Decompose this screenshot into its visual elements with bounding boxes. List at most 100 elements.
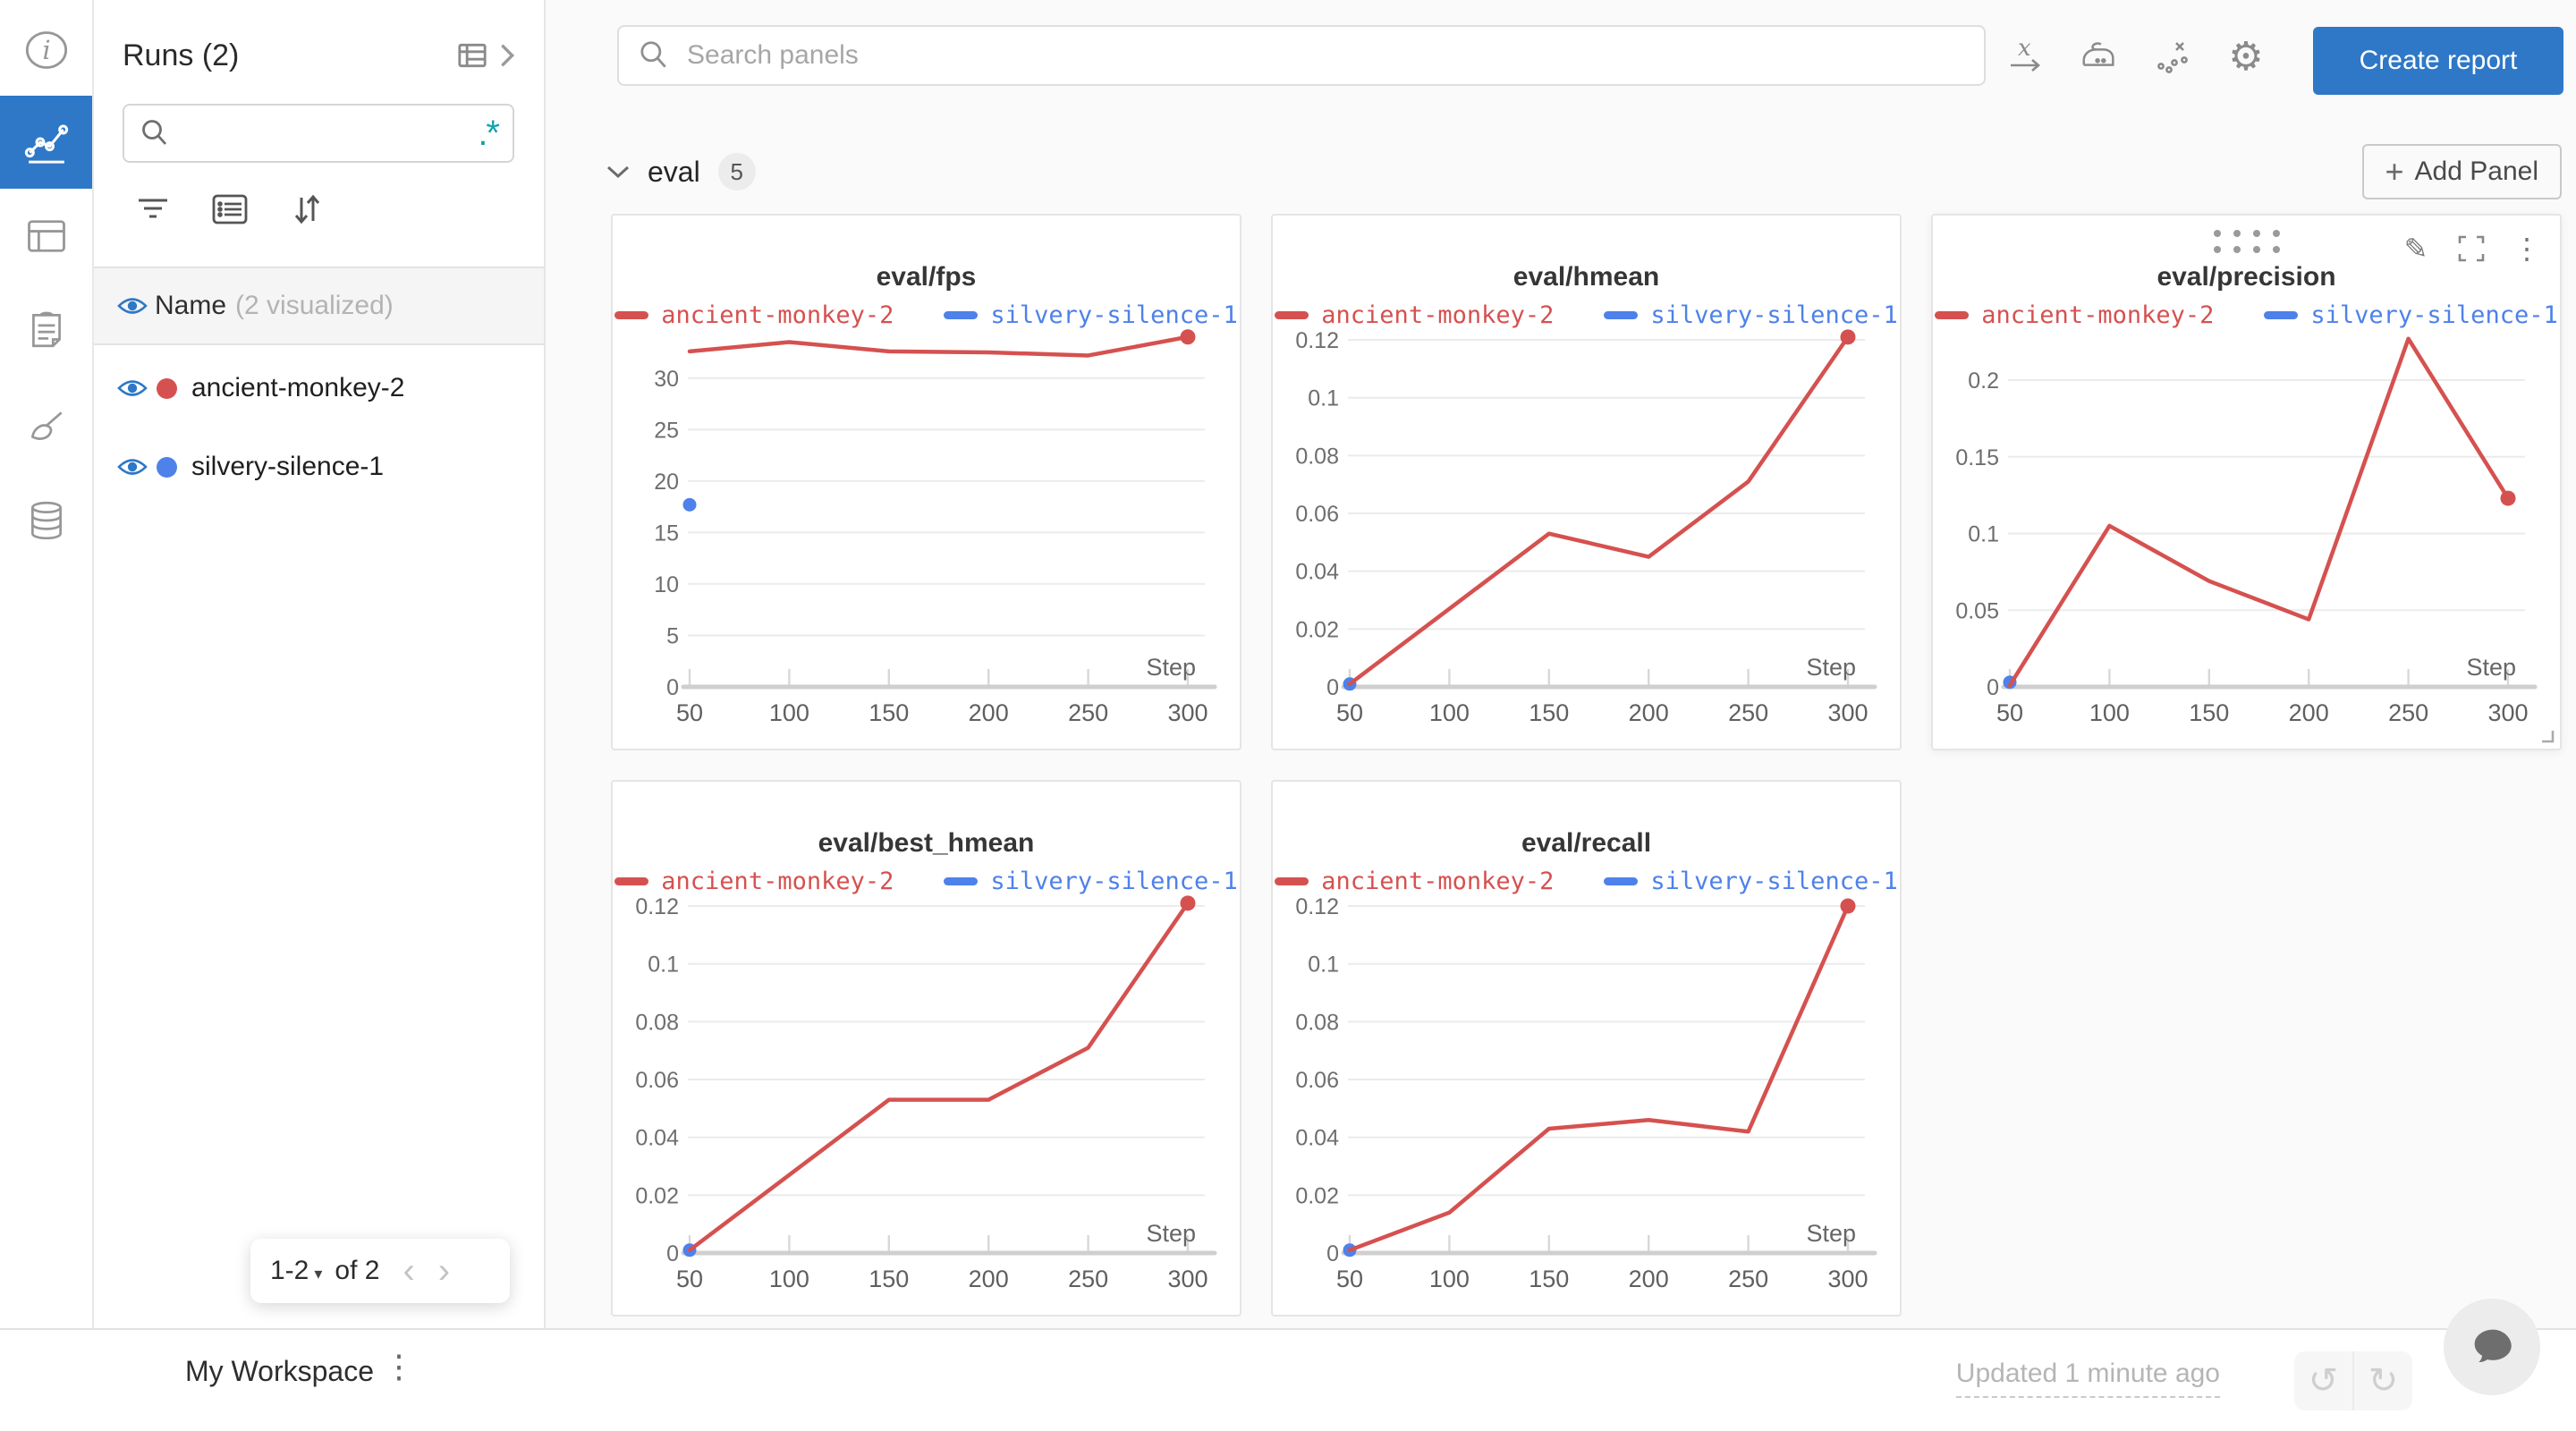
kebab-menu-icon[interactable]: ⋮ bbox=[2512, 233, 2541, 265]
line-chart-icon bbox=[21, 117, 72, 167]
runs-name-header-row[interactable]: Name (2 visualized) bbox=[94, 267, 544, 345]
panel-eval-precision[interactable]: 0 0.05 0.1 0.15 0.2 50 100 150 200 250 300 Step eva… bbox=[1931, 214, 2562, 750]
kebab-menu-icon[interactable]: ⋮ bbox=[383, 1348, 415, 1384]
x-axis-icon[interactable]: x bbox=[2005, 36, 2046, 77]
svg-text:0.06: 0.06 bbox=[1295, 1068, 1339, 1093]
line-chart[interactable]: 0 0.05 0.1 0.15 0.2 50 100 150 200 250 300 Step bbox=[1933, 216, 2563, 752]
resize-handle-icon[interactable] bbox=[2538, 727, 2555, 743]
smoothing-iron-icon[interactable] bbox=[2079, 36, 2120, 77]
nav-item-logs[interactable] bbox=[0, 286, 92, 372]
edit-pencil-icon[interactable]: ✎ bbox=[2403, 233, 2428, 265]
filter-icon[interactable] bbox=[135, 191, 171, 227]
add-panel-button[interactable]: + Add Panel bbox=[2361, 144, 2562, 199]
chevron-down-icon[interactable]: ▾ bbox=[314, 1264, 323, 1283]
svg-text:0.08: 0.08 bbox=[1295, 444, 1339, 469]
svg-text:0.02: 0.02 bbox=[1295, 1183, 1339, 1208]
svg-text:0.1: 0.1 bbox=[648, 953, 679, 978]
svg-text:Step: Step bbox=[2466, 654, 2516, 681]
legend-run-name[interactable]: silvery-silence-1 bbox=[1650, 301, 1898, 329]
chart-legend: ancient-monkey-2 silvery-silence-1 bbox=[1273, 868, 1900, 895]
eye-icon[interactable] bbox=[117, 377, 148, 399]
chevron-right-icon[interactable] bbox=[496, 40, 519, 71]
runs-panel-title: Runs (2) bbox=[123, 38, 240, 72]
create-report-button[interactable]: Create report bbox=[2313, 27, 2563, 95]
svg-text:0.02: 0.02 bbox=[1295, 617, 1339, 642]
nav-item-tables[interactable] bbox=[0, 193, 92, 279]
fullscreen-icon[interactable] bbox=[2454, 232, 2488, 266]
legend-run-name[interactable]: silvery-silence-1 bbox=[1650, 868, 1898, 895]
svg-text:5: 5 bbox=[666, 623, 679, 648]
panel-eval-recall[interactable]: 0 0.02 0.04 0.06 0.08 0.1 0.12 50 100 150 200 250 30… bbox=[1271, 780, 1902, 1317]
svg-text:0.1: 0.1 bbox=[1968, 522, 1999, 547]
section-title[interactable]: eval bbox=[648, 155, 700, 188]
run-name[interactable]: silvery-silence-1 bbox=[191, 452, 385, 481]
svg-text:300: 300 bbox=[2487, 699, 2528, 726]
runs-search-input[interactable] bbox=[183, 118, 479, 148]
run-row-ancient-monkey-2[interactable]: ancient-monkey-2 bbox=[94, 349, 544, 428]
section-chevron-down-icon[interactable] bbox=[605, 163, 631, 181]
svg-text:Step: Step bbox=[1146, 654, 1196, 681]
svg-text:0: 0 bbox=[1987, 675, 1999, 700]
legend-run-name[interactable]: ancient-monkey-2 bbox=[1981, 301, 2215, 329]
nav-item-info[interactable]: i bbox=[0, 7, 92, 93]
legend-run-name[interactable]: silvery-silence-1 bbox=[990, 868, 1238, 895]
sort-icon[interactable] bbox=[289, 191, 325, 227]
gear-icon[interactable]: ⚙ bbox=[2228, 34, 2264, 79]
panel-eval-hmean[interactable]: 0 0.02 0.04 0.06 0.08 0.1 0.12 50 100 150 200 250 30… bbox=[1271, 214, 1902, 750]
info-icon: i bbox=[23, 27, 70, 73]
legend-run-name[interactable]: ancient-monkey-2 bbox=[661, 301, 894, 329]
redo-icon[interactable]: ↻ bbox=[2368, 1361, 2399, 1401]
run-row-silvery-silence-1[interactable]: silvery-silence-1 bbox=[94, 428, 544, 506]
outliers-icon[interactable] bbox=[2152, 36, 2193, 77]
run-name[interactable]: ancient-monkey-2 bbox=[191, 373, 405, 402]
run-color-dot[interactable] bbox=[157, 456, 177, 478]
legend-run-name[interactable]: ancient-monkey-2 bbox=[1321, 301, 1555, 329]
svg-text:300: 300 bbox=[1167, 1266, 1208, 1292]
nav-item-sweeps[interactable] bbox=[0, 385, 92, 470]
runs-sidebar: Runs (2) .* bbox=[94, 0, 546, 1328]
legend-run-name[interactable]: silvery-silence-1 bbox=[2310, 301, 2558, 329]
panel-search-input[interactable] bbox=[685, 39, 1966, 72]
updated-timestamp[interactable]: Updated 1 minute ago bbox=[1955, 1359, 2220, 1398]
undo-icon[interactable]: ↺ bbox=[2294, 1351, 2354, 1410]
svg-text:250: 250 bbox=[1728, 699, 1768, 726]
svg-text:Step: Step bbox=[1806, 654, 1856, 681]
group-list-icon[interactable] bbox=[212, 191, 248, 227]
svg-text:300: 300 bbox=[1167, 699, 1208, 726]
nav-item-charts[interactable] bbox=[0, 96, 92, 189]
drag-handle-icon[interactable] bbox=[2213, 230, 2280, 253]
line-chart[interactable]: 0 0.02 0.04 0.06 0.08 0.1 0.12 50 100 150 200 250 30… bbox=[1273, 782, 1903, 1318]
runs-table-toggle-icon[interactable] bbox=[454, 38, 490, 73]
pagination-range[interactable]: 1-2 bbox=[270, 1256, 309, 1285]
run-color-dot[interactable] bbox=[157, 377, 177, 399]
panel-eval-fps[interactable]: 0 5 10 15 20 25 30 50 100 150 200 250 300 Step eval/f… bbox=[611, 214, 1241, 750]
workspace-name[interactable]: My Workspace bbox=[185, 1355, 375, 1387]
legend-run-name[interactable]: ancient-monkey-2 bbox=[661, 868, 894, 895]
pagination-next-icon[interactable]: › bbox=[437, 1251, 451, 1291]
runs-name-header: Name bbox=[155, 291, 227, 320]
runs-pagination: 1-2 ▾ of 2 ‹ › bbox=[250, 1239, 510, 1303]
legend-run-name[interactable]: silvery-silence-1 bbox=[990, 301, 1238, 329]
svg-text:150: 150 bbox=[869, 699, 909, 726]
panel-eval-best-hmean[interactable]: 0 0.02 0.04 0.06 0.08 0.1 0.12 50 100 150 200 250 30… bbox=[611, 780, 1241, 1317]
svg-text:300: 300 bbox=[1827, 699, 1868, 726]
eye-icon[interactable] bbox=[117, 295, 148, 317]
chat-bubble-button[interactable] bbox=[2444, 1299, 2540, 1395]
legend-swatch bbox=[1935, 311, 1970, 319]
legend-swatch bbox=[944, 311, 979, 319]
legend-run-name[interactable]: ancient-monkey-2 bbox=[1321, 868, 1555, 895]
svg-text:300: 300 bbox=[1827, 1266, 1868, 1292]
line-chart[interactable]: 0 0.02 0.04 0.06 0.08 0.1 0.12 50 100 150 200 250 30… bbox=[1273, 216, 1903, 752]
svg-text:0: 0 bbox=[666, 675, 679, 700]
nav-item-artifacts[interactable] bbox=[0, 478, 92, 563]
svg-text:200: 200 bbox=[969, 1266, 1009, 1292]
runs-search-box: .* bbox=[123, 104, 514, 163]
svg-text:0.1: 0.1 bbox=[1308, 953, 1339, 978]
eye-icon[interactable] bbox=[117, 456, 148, 478]
regex-toggle-icon[interactable]: .* bbox=[478, 114, 500, 153]
add-panel-label: Add Panel bbox=[2414, 157, 2538, 186]
pagination-prev-icon[interactable]: ‹ bbox=[402, 1251, 415, 1291]
legend-swatch bbox=[1604, 877, 1639, 885]
line-chart[interactable]: 0 5 10 15 20 25 30 50 100 150 200 250 300 Step bbox=[613, 216, 1243, 752]
line-chart[interactable]: 0 0.02 0.04 0.06 0.08 0.1 0.12 50 100 150 200 250 30… bbox=[613, 782, 1243, 1318]
